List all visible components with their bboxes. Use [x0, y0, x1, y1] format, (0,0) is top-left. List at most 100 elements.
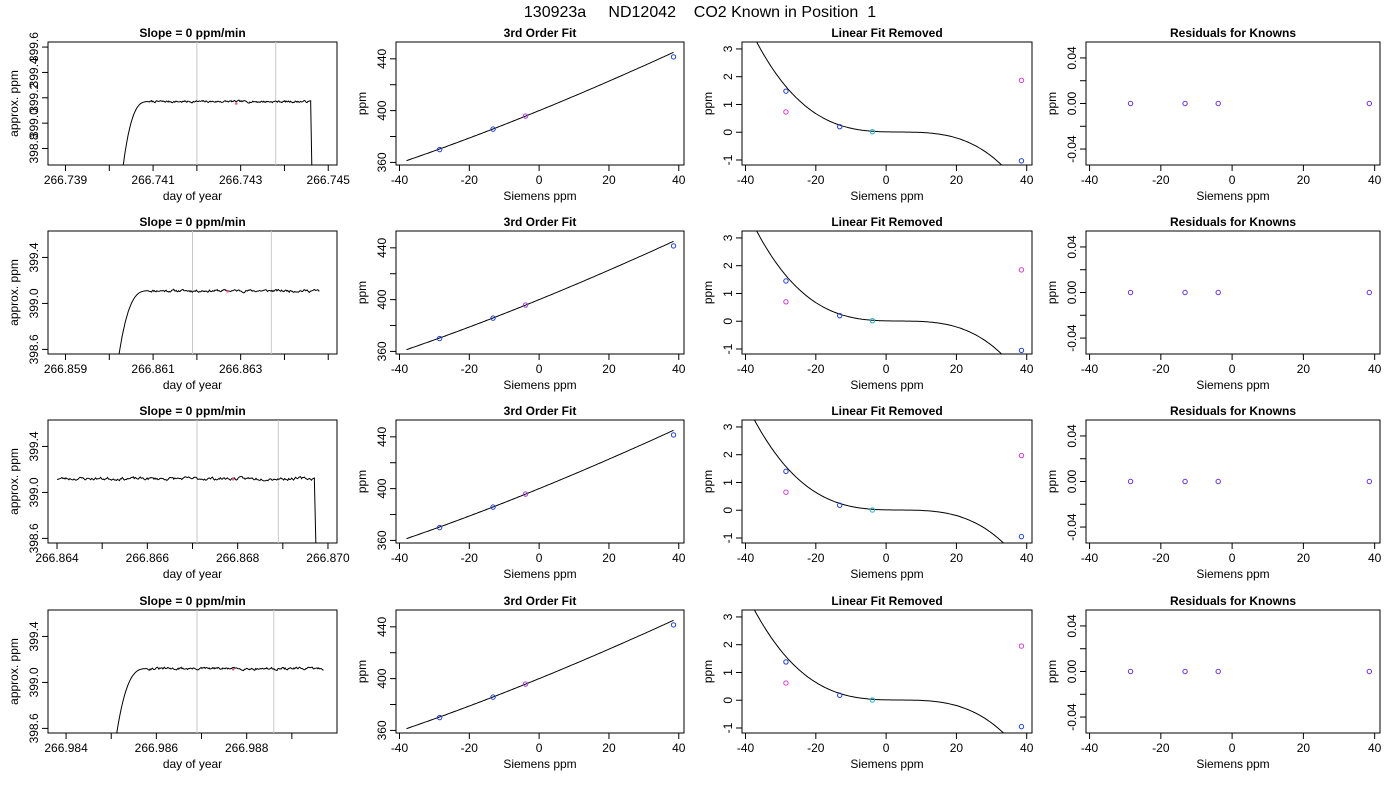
y-tick-label: 2: [721, 73, 735, 80]
y-tick-label: -0.04: [1065, 513, 1079, 541]
x-tick-label: 0: [536, 362, 543, 376]
fit-curve: [406, 51, 674, 162]
panel-title: Slope = 0 ppm/min: [139, 215, 245, 229]
plot-frame: [47, 609, 338, 734]
data-point: [1366, 289, 1373, 296]
x-tick-label: 40: [672, 551, 686, 565]
panel-title: Residuals for Knowns: [1170, 594, 1296, 608]
x-tick-label: 266.986: [135, 741, 179, 755]
plot-frame: [741, 609, 1033, 734]
x-axis-label: Siemens ppm: [1196, 757, 1269, 771]
fit-curve: [406, 619, 674, 730]
x-axis-label: Siemens ppm: [850, 567, 923, 581]
x-tick-label: 266.745: [307, 173, 351, 187]
plot-area: [406, 240, 677, 351]
panel-r1-c3: Linear Fit Removed -40 -20 0 20 40 -1 0 1 2 3 Sieme…: [701, 26, 1034, 203]
fit-curve: [753, 420, 1005, 543]
data-point: [783, 680, 789, 686]
x-axis-label: Siemens ppm: [1196, 567, 1269, 581]
x-tick-label: -20: [807, 173, 825, 187]
plot-frame: [741, 230, 1033, 355]
panel-title: Residuals for Knowns: [1170, 26, 1296, 40]
x-tick-label: 266.861: [131, 362, 175, 376]
panel-r2-c3: Linear Fit Removed -40 -20 0 20 40 -1 0 1 2 3 Sieme…: [701, 215, 1034, 392]
y-tick-label: 3: [721, 613, 735, 620]
data-point: [783, 299, 789, 305]
y-axis-label: approx. ppm: [7, 70, 21, 137]
x-tick-label: -40: [737, 551, 755, 565]
x-tick-label: -40: [1081, 741, 1099, 755]
plot-area: [406, 429, 677, 540]
x-tick-label: -40: [391, 173, 409, 187]
x-axis-label: Siemens ppm: [1196, 189, 1269, 203]
y-tick-label: 399.0: [27, 667, 41, 697]
plot-frame: [741, 419, 1033, 544]
x-axis-label: Siemens ppm: [503, 189, 576, 203]
data-point: [436, 714, 443, 721]
data-point: [436, 335, 443, 342]
panel-title: 3rd Order Fit: [504, 404, 577, 418]
x-tick-label: -20: [1152, 551, 1170, 565]
data-point: [436, 524, 443, 531]
y-tick-label: -1: [721, 532, 735, 543]
ppm-trace: [122, 99, 313, 165]
y-axis-label: ppm: [355, 470, 369, 493]
y-tick-label: 360: [375, 720, 389, 740]
data-point: [670, 243, 677, 249]
x-tick-label: 266.741: [131, 173, 175, 187]
y-axis-label: ppm: [1045, 92, 1059, 115]
x-tick-label: 20: [1297, 741, 1311, 755]
data-point: [490, 504, 496, 510]
x-tick-label: 20: [602, 173, 616, 187]
y-tick-label: 0.00: [1065, 280, 1079, 304]
fit-curve: [753, 610, 1005, 733]
data-point: [522, 491, 529, 497]
fit-curve: [756, 42, 1003, 165]
plot-frame: [1085, 230, 1381, 355]
data-point: [1127, 100, 1134, 107]
x-tick-label: -20: [1152, 173, 1170, 187]
plot-frame: [1085, 609, 1381, 734]
data-point: [670, 432, 677, 438]
panel-title: Residuals for Knowns: [1170, 404, 1296, 418]
data-point: [837, 692, 843, 698]
x-tick-label: 266.864: [35, 551, 79, 565]
panel-r2-c1: Slope = 0 ppm/min 266.859 266.861 266.863 39…: [7, 215, 338, 392]
x-tick-label: 40: [672, 362, 686, 376]
data-point: [1018, 643, 1025, 649]
x-tick-label: 266.866: [126, 551, 170, 565]
panel-title: Linear Fit Removed: [831, 594, 942, 608]
x-tick-label: 0: [1229, 173, 1236, 187]
fit-curve: [406, 429, 674, 540]
panel-r4-c4: Residuals for Knowns -40 -20 0 20 40 -0.04 0.00…: [1045, 594, 1382, 771]
panel-r1-c2: 3rd Order Fit -40 -20 0 20 40 360 400 440 Siemens…: [355, 26, 686, 203]
x-tick-label: 40: [1368, 551, 1382, 565]
y-axis-label: ppm: [701, 470, 715, 493]
y-axis-label: ppm: [355, 281, 369, 304]
panel-title: Linear Fit Removed: [831, 215, 942, 229]
y-tick-label: -1: [721, 343, 735, 354]
x-tick-label: -40: [737, 741, 755, 755]
data-point: [1366, 100, 1373, 107]
fit-curve: [406, 240, 674, 351]
data-point: [869, 507, 876, 513]
x-tick-label: 266.988: [225, 741, 269, 755]
x-tick-label: 266.984: [44, 741, 88, 755]
data-point: [783, 659, 789, 665]
plot-area: [122, 42, 313, 165]
data-point: [436, 146, 443, 153]
panel-r1-c1: Slope = 0 ppm/min 266.739 266.741 266.743 26…: [7, 26, 350, 203]
y-tick-label: 399.0: [27, 108, 41, 138]
panel-title: Linear Fit Removed: [831, 404, 942, 418]
panel-r3-c2: 3rd Order Fit -40 -20 0 20 40 360 400 440 Siemens…: [355, 404, 686, 581]
y-tick-label: 2: [721, 262, 735, 269]
x-tick-label: 0: [883, 173, 890, 187]
y-tick-label: 1: [721, 290, 735, 297]
y-tick-label: 399.0: [27, 477, 41, 507]
panel-r4-c1: Slope = 0 ppm/min 266.984 266.986 266.988 39…: [7, 594, 338, 771]
panel-title: 3rd Order Fit: [504, 594, 577, 608]
data-point: [1215, 289, 1221, 296]
data-point: [837, 312, 843, 319]
y-tick-label: 2: [721, 641, 735, 648]
